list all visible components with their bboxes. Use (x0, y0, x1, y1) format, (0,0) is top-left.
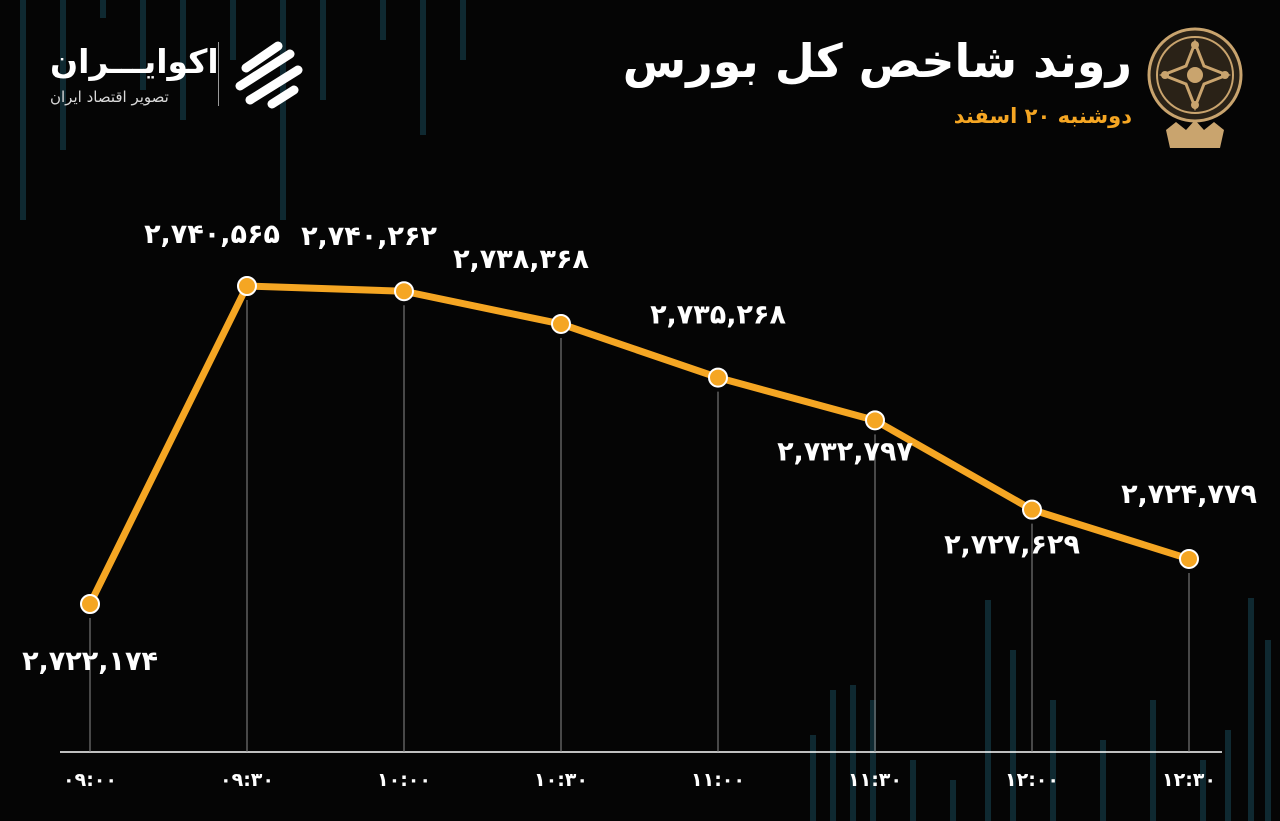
tehran-stock-exchange-emblem-icon (1146, 26, 1244, 156)
x-tick-label: ۱۲:۳۰ (1162, 769, 1216, 791)
data-label: ۲,۷۴۰,۵۶۵ (144, 219, 280, 250)
data-label: ۲,۷۲۷,۶۲۹ (944, 530, 1080, 561)
background-bar (20, 0, 26, 220)
x-tick-label: ۰۹:۰۰ (63, 769, 117, 791)
background-bar (1050, 700, 1056, 821)
background-bar (1248, 598, 1254, 821)
background-bar (850, 685, 856, 821)
data-label: ۲,۷۲۴,۷۷۹ (1121, 479, 1257, 510)
x-tick-label: ۰۹:۳۰ (220, 769, 274, 791)
data-point (865, 410, 885, 431)
data-label: ۲,۷۴۰,۲۶۲ (301, 221, 437, 252)
data-label: ۲,۷۲۲,۱۷۴ (22, 646, 158, 677)
chart-date-subtitle: دوشنبه ۲۰ اسفند (953, 104, 1132, 128)
background-bar (230, 0, 236, 60)
brand-tagline: تصویر اقتصاد ایران (50, 88, 169, 106)
background-bar (180, 0, 186, 120)
data-point (708, 367, 728, 388)
x-tick-label: ۱۰:۳۰ (534, 769, 588, 791)
x-tick-label: ۱۰:۰۰ (377, 769, 431, 791)
data-label: ۲,۷۳۸,۳۶۸ (453, 244, 589, 275)
background-bar (420, 0, 426, 135)
data-point (394, 281, 414, 302)
background-bar (280, 0, 286, 220)
background-bar (950, 780, 956, 821)
background-bar (910, 760, 916, 821)
data-point (551, 313, 571, 334)
background-bar (460, 0, 466, 60)
x-tick-label: ۱۲:۰۰ (1005, 769, 1059, 791)
data-point (237, 276, 257, 296)
data-point (1179, 548, 1199, 569)
x-tick-label: ۱۱:۰۰ (691, 769, 745, 791)
background-bar (870, 700, 876, 821)
background-bar (1265, 640, 1271, 821)
data-label: ۲,۷۳۵,۲۶۸ (650, 300, 786, 331)
background-bar (1010, 650, 1016, 821)
data-point (1022, 499, 1042, 520)
background-bar (1100, 740, 1106, 821)
x-tick-label: ۱۱:۳۰ (848, 769, 902, 791)
background-bar (100, 0, 106, 18)
background-bar (985, 600, 991, 821)
brand-divider (218, 42, 219, 106)
background-bar (380, 0, 386, 40)
background-bar (810, 735, 816, 821)
background-bar (1150, 700, 1156, 821)
data-point (80, 594, 100, 614)
background-bar (1200, 760, 1206, 821)
data-label: ۲,۷۳۲,۷۹۷ (777, 436, 913, 467)
ecoiran-logo-icon (232, 38, 308, 114)
series-line (86, 282, 1193, 608)
background-bar (140, 0, 146, 90)
brand-name: اکوایـــران (50, 42, 219, 81)
background-bar (830, 690, 836, 821)
background-bar (320, 0, 326, 100)
background-bar (1225, 730, 1231, 821)
background-bar (60, 0, 66, 150)
chart-title: روند شاخص کل بورس (622, 34, 1132, 88)
